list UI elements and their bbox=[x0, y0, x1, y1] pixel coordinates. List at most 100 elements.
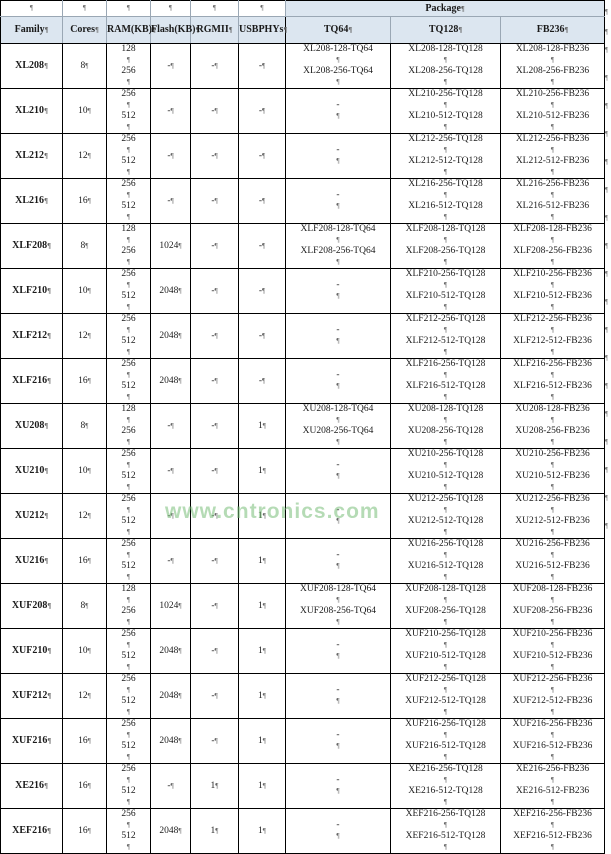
paragraph-mark: ¶ bbox=[126, 686, 131, 694]
cell-line: XL216-512-FB236 ¶ bbox=[501, 201, 604, 223]
cell-line: 256 ¶ bbox=[107, 606, 150, 628]
paragraph-mark: ¶ bbox=[336, 157, 340, 165]
cell-line: 256 ¶ bbox=[107, 179, 150, 201]
cell-rgmii: -¶ bbox=[190, 403, 239, 449]
cell-tq128: XUF212-256-TQ128 ¶ XUF212-512-TQ128 ¶ bbox=[390, 673, 501, 719]
paragraph-mark: ¶ bbox=[126, 798, 131, 806]
cell-usb: -¶ bbox=[238, 88, 286, 134]
paragraph-mark: ¶ bbox=[214, 376, 218, 385]
paragraph-mark: ¶ bbox=[336, 78, 340, 86]
cell-cores: 16¶ bbox=[62, 358, 107, 404]
cell-line: XU212-512-FB236 ¶ bbox=[501, 516, 604, 538]
cell-ram: 256 ¶ 512 ¶ bbox=[106, 763, 151, 809]
paragraph-mark: ¶ bbox=[262, 376, 266, 385]
cell-line: XU216-512-FB236 ¶ bbox=[501, 561, 604, 583]
paragraph-mark: ¶ bbox=[262, 781, 266, 790]
paragraph-mark: ¶ bbox=[443, 326, 448, 334]
paragraph-mark: ¶ bbox=[564, 25, 569, 34]
paragraph-mark: ¶ bbox=[443, 348, 448, 356]
paragraph-mark: ¶ bbox=[87, 151, 91, 160]
cell-cores: 16¶ bbox=[62, 718, 107, 764]
cell-line: 512 ¶ bbox=[107, 471, 150, 493]
cell-flash: -¶ bbox=[150, 763, 191, 809]
cell-line: 256 ¶ bbox=[107, 449, 150, 471]
cell-family: XUF210¶ bbox=[0, 628, 63, 674]
paragraph-mark: ¶ bbox=[214, 241, 218, 250]
cell-family: XUF212¶ bbox=[0, 673, 63, 719]
paragraph-mark: ¶ bbox=[87, 826, 91, 835]
cell-flash: 2048¶ bbox=[150, 718, 191, 764]
paragraph-mark: ¶ bbox=[550, 191, 555, 199]
paragraph-mark: ¶ bbox=[336, 517, 340, 525]
cell-flash: 2048¶ bbox=[150, 358, 191, 404]
paragraph-mark: ¶ bbox=[262, 736, 266, 745]
cell-line: XEF216-256-FB236 ¶ bbox=[501, 809, 604, 831]
cell-ram: 256 ¶ 512 ¶ bbox=[106, 358, 151, 404]
paragraph-mark: ¶ bbox=[214, 286, 218, 295]
cell-line: XU208-128-TQ128 ¶ bbox=[391, 404, 500, 426]
cell-ram: 256 ¶ 512 ¶ bbox=[106, 673, 151, 719]
cell-flash: -¶ bbox=[150, 133, 191, 179]
paragraph-mark: ¶ bbox=[126, 663, 131, 671]
paragraph-mark: ¶ bbox=[82, 4, 87, 12]
cell-tq64: XLF208-128-TQ64 ¶ XLF208-256-TQ64 ¶ bbox=[285, 223, 391, 269]
paragraph-mark: ¶ bbox=[605, 8, 609, 16]
cell-line: XU208-128-FB236 ¶ bbox=[501, 404, 604, 426]
paragraph-mark: ¶ bbox=[170, 421, 174, 430]
cell-usb: 1¶ bbox=[238, 538, 286, 584]
cell-ram: 128 ¶ 256 ¶ bbox=[106, 583, 151, 629]
cell-line: XLF212-256-TQ128 ¶ bbox=[391, 314, 500, 336]
cell-tq64: - ¶ bbox=[285, 673, 391, 719]
paragraph-mark: ¶ bbox=[550, 708, 555, 716]
paragraph-mark: ¶ bbox=[85, 241, 89, 250]
cell-usb: -¶ bbox=[238, 268, 286, 314]
header-label-line1: USB bbox=[239, 23, 259, 35]
paragraph-mark: ¶ bbox=[85, 601, 89, 610]
paragraph-mark: ¶ bbox=[214, 106, 218, 115]
cell-line: XL212-512-TQ128 ¶ bbox=[391, 156, 500, 178]
paragraph-mark: ¶ bbox=[178, 601, 182, 610]
cell-flash: 2048¶ bbox=[150, 628, 191, 674]
cell-flash: -¶ bbox=[150, 178, 191, 224]
cell-line: XE216-512-TQ128 ¶ bbox=[391, 786, 500, 808]
paragraph-mark: ¶ bbox=[85, 421, 89, 430]
paragraph-mark: ¶ bbox=[443, 843, 448, 851]
cell-line: XLF208-256-TQ128 ¶ bbox=[391, 246, 500, 268]
cell-usb: 1¶ bbox=[238, 718, 286, 764]
cell-line: 256 ¶ bbox=[107, 66, 150, 88]
paragraph-mark: ¶ bbox=[87, 511, 91, 520]
cell-line: 256 ¶ bbox=[107, 134, 150, 156]
cell-fb236: XL216-256-FB236 ¶ XL216-512-FB236 ¶ bbox=[499, 178, 606, 224]
cell-tq64: XL208-128-TQ64 ¶ XL208-256-TQ64 ¶ bbox=[285, 43, 391, 89]
cell-family: XL212¶ bbox=[0, 133, 63, 179]
paragraph-mark: ¶ bbox=[170, 781, 174, 790]
paragraph-mark: ¶ bbox=[178, 736, 182, 745]
cell-line: XLF216-512-TQ128 ¶ bbox=[391, 381, 500, 403]
paragraph-mark: ¶ bbox=[336, 202, 340, 210]
paragraph-mark: ¶ bbox=[87, 556, 91, 565]
table-row: XUF216¶ 16¶ 256 ¶ 512 ¶ 2048¶ -¶ 1¶ - ¶ XUF216-256-… bbox=[0, 718, 606, 764]
cell-ram: 256 ¶ 512 ¶ bbox=[106, 808, 151, 854]
cell-tq128: XLF208-128-TQ128 ¶ XLF208-256-TQ128 ¶ bbox=[390, 223, 501, 269]
cell-line: XLF208-256-FB236 ¶ bbox=[501, 246, 604, 268]
paragraph-mark: ¶ bbox=[228, 25, 233, 34]
cell-usb: -¶ bbox=[238, 313, 286, 359]
cell-tq64: - ¶ bbox=[285, 268, 391, 314]
table-row: XU216¶ 16¶ 256 ¶ 512 ¶ -¶ -¶ 1¶ - ¶ XU216-256-TQ128… bbox=[0, 538, 606, 584]
cell-tq64: - ¶ bbox=[285, 178, 391, 224]
paragraph-mark: ¶ bbox=[87, 196, 91, 205]
cell-line: - ¶ bbox=[286, 100, 390, 122]
paragraph-mark: ¶ bbox=[126, 641, 131, 649]
cell-tq128: XU216-256-TQ128 ¶ XU216-512-TQ128 ¶ bbox=[390, 538, 501, 584]
cell-line: 256 ¶ bbox=[107, 494, 150, 516]
paragraph-mark: ¶ bbox=[336, 618, 340, 626]
paragraph-mark: ¶ bbox=[262, 646, 266, 655]
cell-line: - ¶ bbox=[286, 145, 390, 167]
paragraph-mark: ¶ bbox=[550, 798, 555, 806]
cell-ram: 128 ¶ 256 ¶ bbox=[106, 403, 151, 449]
cell-line: XLF208-128-TQ128 ¶ bbox=[391, 224, 500, 246]
header-cell-family: Family¶ bbox=[0, 16, 63, 44]
cell-tq64: - ¶ bbox=[285, 808, 391, 854]
cell-line: 512 ¶ bbox=[107, 651, 150, 673]
paragraph-mark: ¶ bbox=[336, 382, 340, 390]
